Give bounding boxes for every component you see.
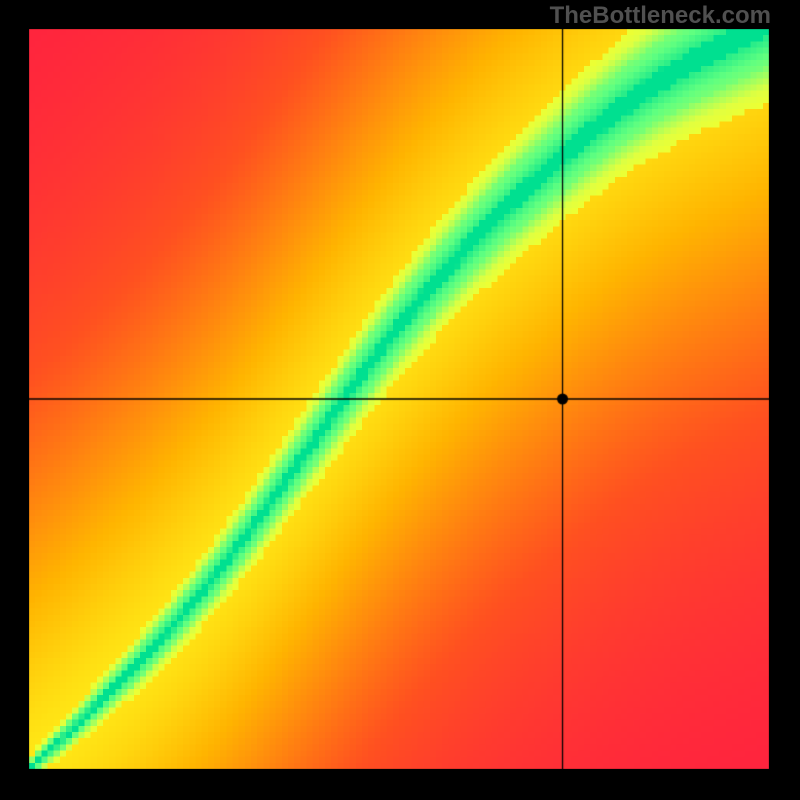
chart-container: TheBottleneck.com [0, 0, 800, 800]
watermark-text: TheBottleneck.com [550, 2, 771, 30]
bottleneck-heatmap [29, 29, 769, 769]
